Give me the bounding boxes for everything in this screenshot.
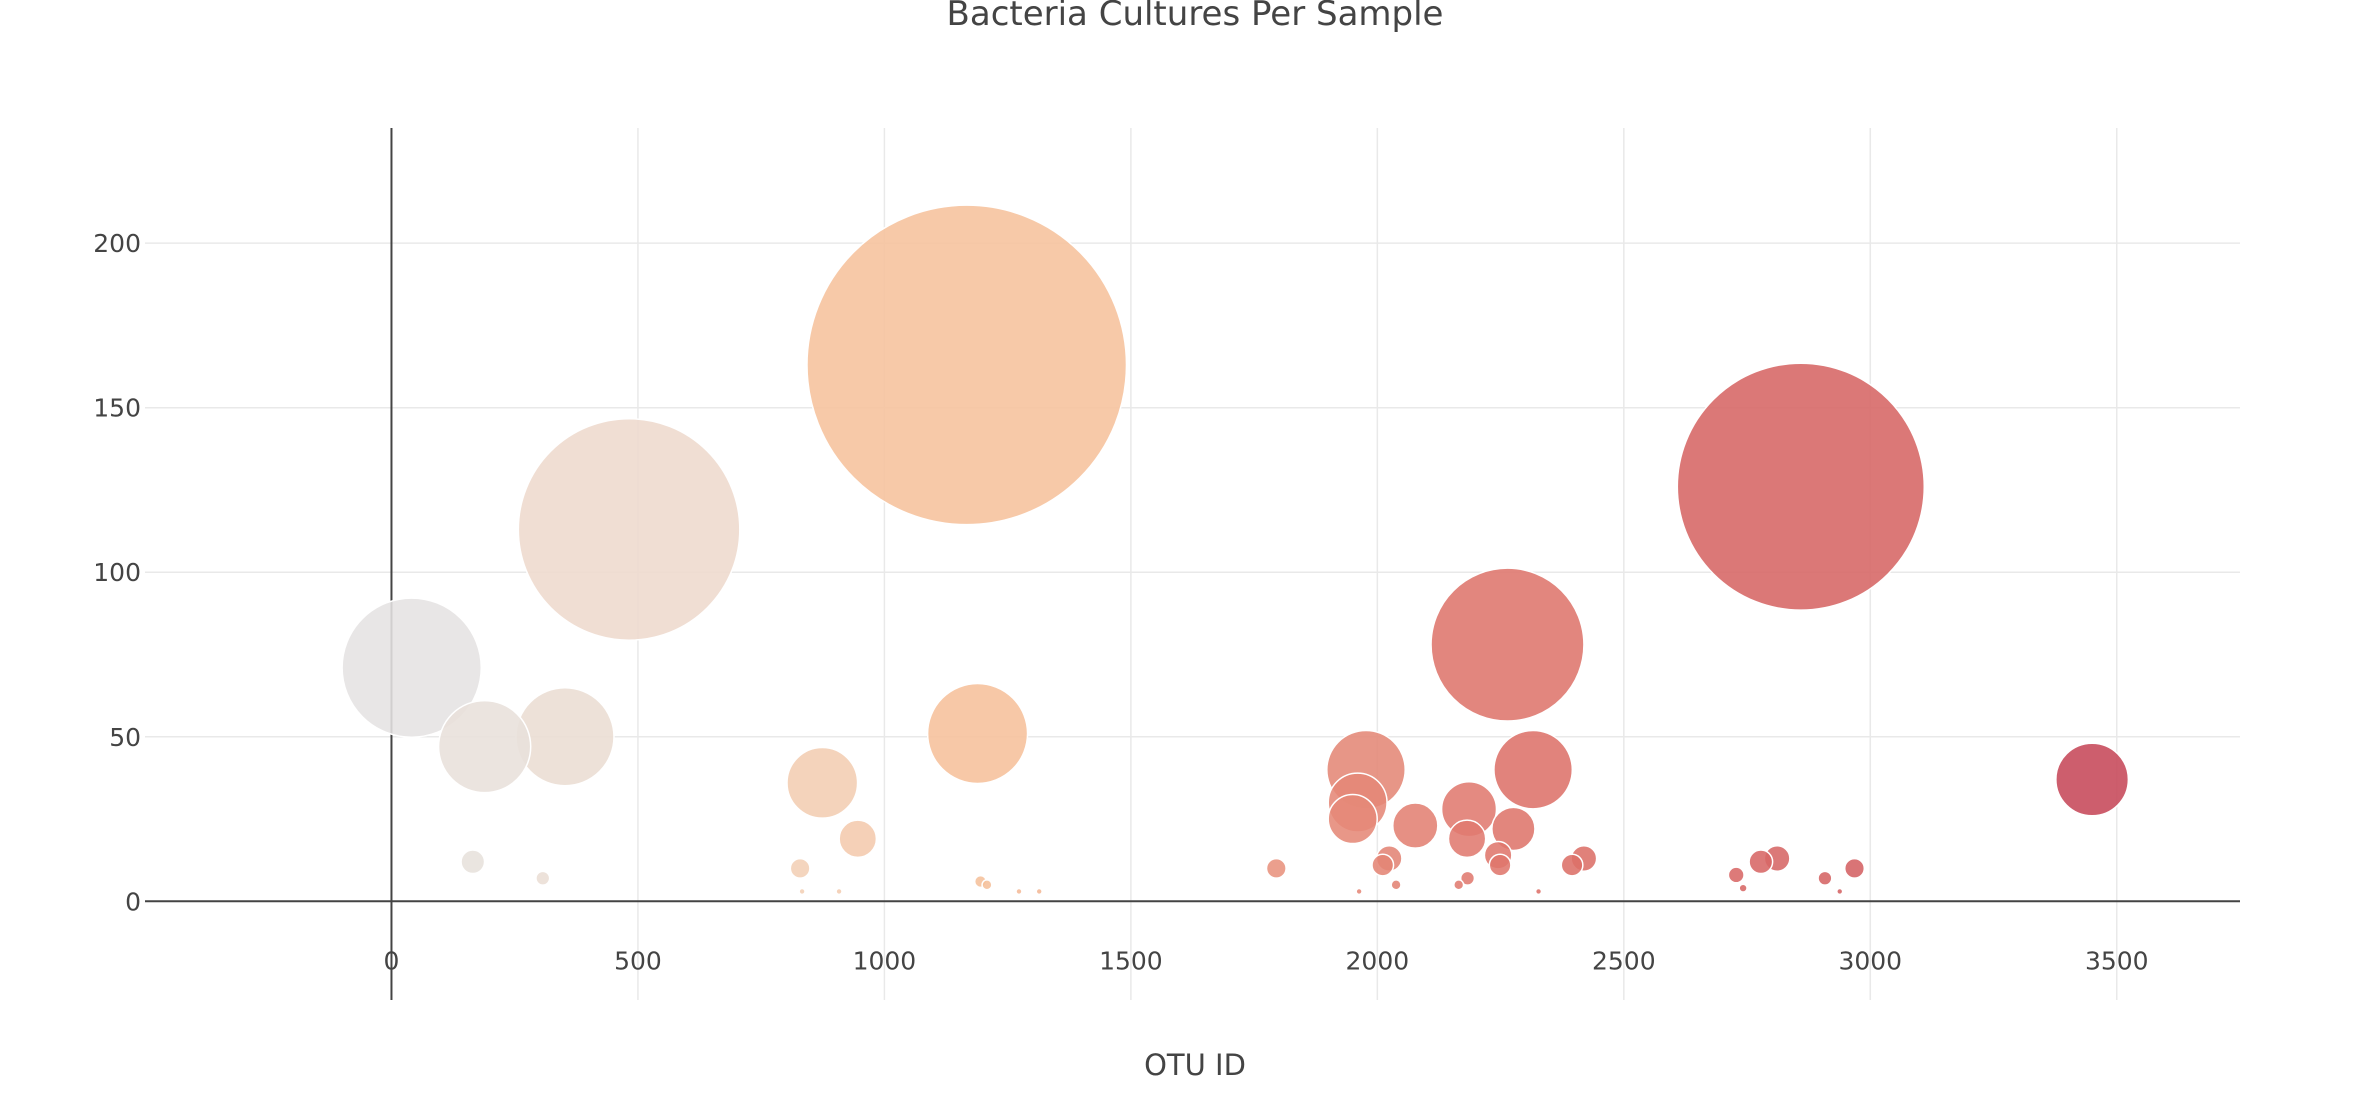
bubble-point <box>2055 742 2130 817</box>
y-tick-label: 50 <box>109 723 141 752</box>
bubble-point <box>1265 857 1287 879</box>
x-tick-label: 0 <box>384 946 400 975</box>
x-tick-label: 1500 <box>1099 946 1163 975</box>
bubble-point <box>1355 887 1363 896</box>
bubble-point <box>1371 853 1395 877</box>
bubble-point <box>1453 879 1465 891</box>
bubble-point <box>535 870 551 886</box>
bubble-point <box>1560 853 1584 877</box>
tick-labels: 0 500 1000 1500 2000 2500 3000 3500 0 50 100 150 200 <box>93 229 2148 975</box>
bubble-point <box>1015 887 1023 896</box>
bubble-point <box>437 699 532 794</box>
bubble-point <box>835 887 843 896</box>
x-tick-label: 2500 <box>1592 946 1656 975</box>
x-axis-title: OTU ID <box>1144 1048 1246 1082</box>
chart-title: Bacteria Cultures Per Sample <box>947 0 1444 34</box>
bubble-point <box>1390 879 1402 891</box>
bubble-point <box>1843 857 1866 879</box>
bubble-point <box>460 849 486 875</box>
x-tick-label: 2000 <box>1346 946 1410 975</box>
bubble-point <box>926 682 1029 785</box>
bubble-point <box>786 746 859 819</box>
bubble-point <box>1534 887 1543 896</box>
bubble-point <box>341 597 483 738</box>
bubble-point <box>1738 883 1748 893</box>
zero-lines <box>145 128 2240 1000</box>
bubble-point <box>981 879 993 891</box>
bubble-point <box>1459 870 1476 886</box>
bubble-point <box>789 857 811 879</box>
bubble-point <box>806 204 1128 526</box>
bubble-point <box>1836 887 1844 896</box>
bubble-point <box>1327 793 1378 845</box>
x-tick-label: 1000 <box>853 946 917 975</box>
bubble-point <box>517 417 741 641</box>
y-tick-label: 0 <box>125 887 141 916</box>
bubble-point <box>1035 887 1043 896</box>
y-tick-label: 100 <box>93 558 141 587</box>
y-tick-label: 150 <box>93 394 141 423</box>
y-tick-label: 200 <box>93 229 141 258</box>
x-tick-label: 3500 <box>2085 946 2149 975</box>
bubble-point <box>1491 806 1536 852</box>
x-tick-label: 500 <box>614 946 662 975</box>
bubble-point <box>1392 802 1439 849</box>
bubble-point <box>1817 870 1833 886</box>
bubble-point <box>1727 866 1745 884</box>
bubble-point <box>1676 362 1926 611</box>
bubble-point <box>515 687 615 787</box>
grid-layer <box>145 128 2240 1000</box>
x-tick-label: 3000 <box>1838 946 1902 975</box>
bubble-point <box>1748 849 1774 875</box>
bubble-point <box>1493 729 1574 810</box>
bubble-point <box>1430 567 1585 722</box>
bubble-point <box>1488 853 1512 877</box>
bubble-point <box>838 819 878 859</box>
bubble-point <box>1447 819 1487 859</box>
bubble-point <box>798 887 806 896</box>
bubble-layer <box>341 204 2130 896</box>
